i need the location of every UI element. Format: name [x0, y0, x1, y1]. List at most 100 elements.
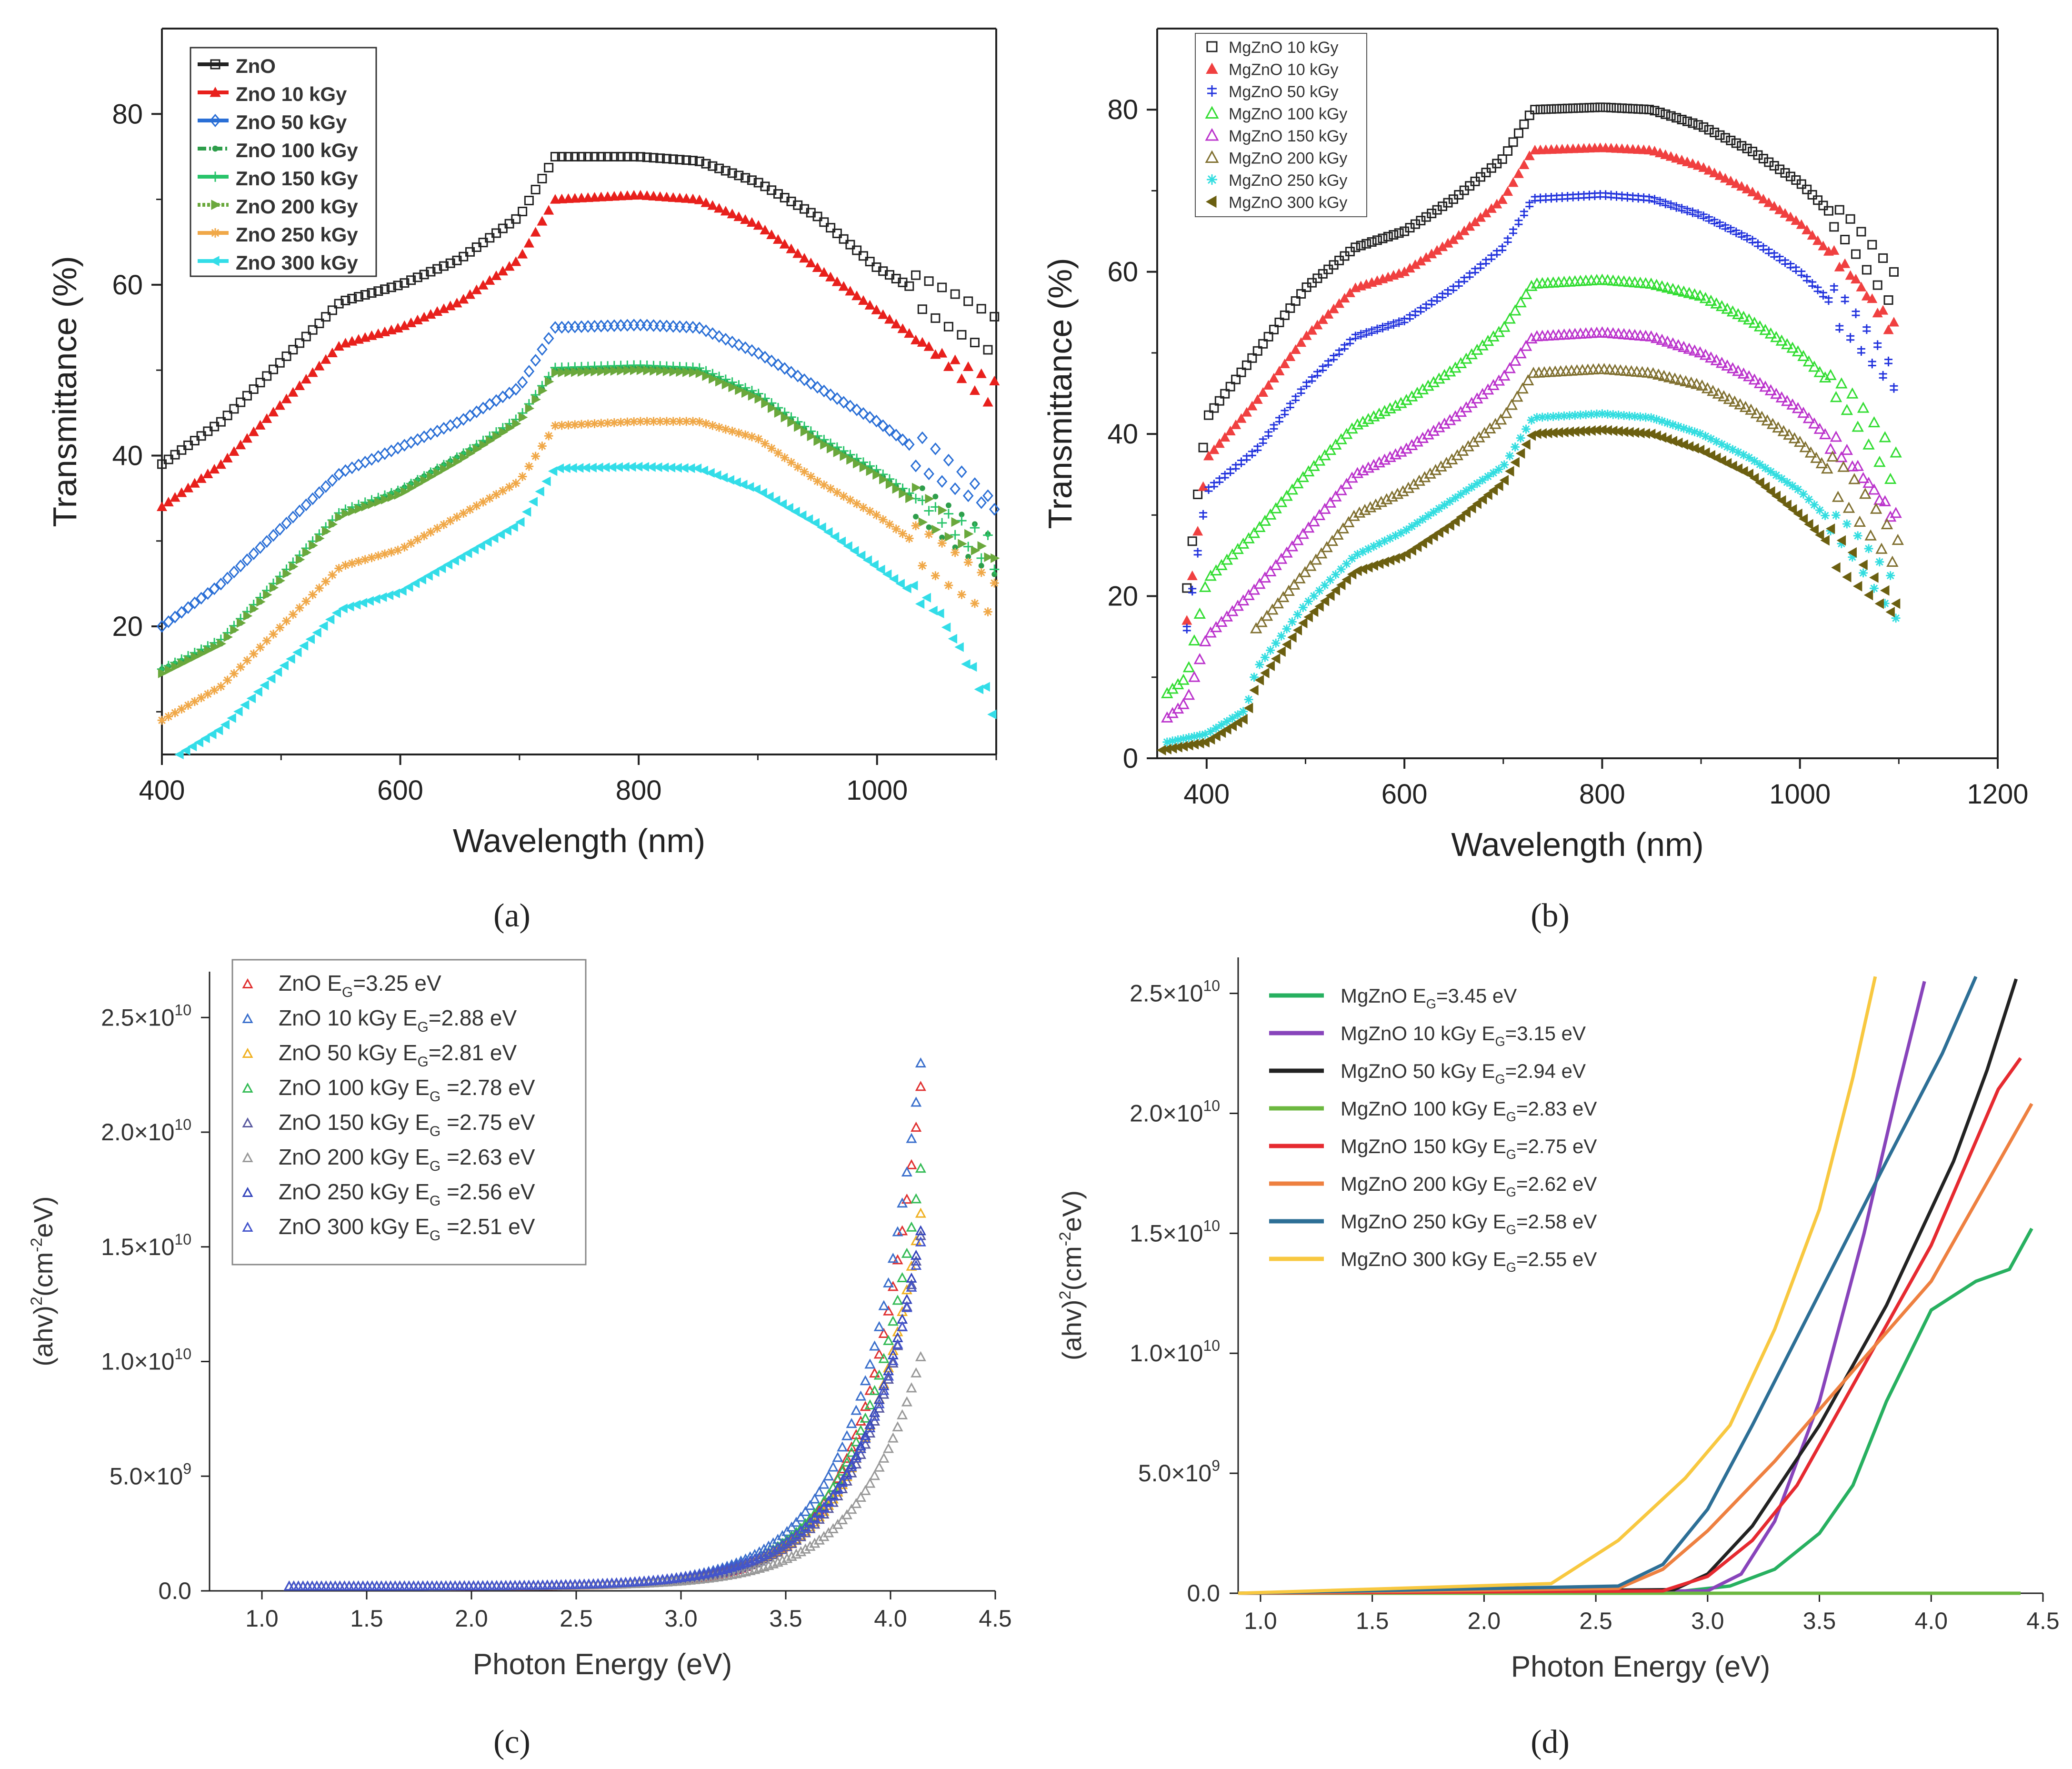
data-point	[1576, 410, 1585, 420]
data-point	[1253, 521, 1266, 533]
data-point	[1238, 714, 1248, 725]
legend-label: ZnO 300 kGy EG =2.51 eV	[279, 1214, 535, 1244]
data-point	[855, 1425, 867, 1435]
data-point	[1780, 208, 1791, 218]
data-point	[1336, 564, 1346, 574]
data-point	[1331, 585, 1340, 596]
data-point	[1231, 374, 1241, 384]
data-point	[1192, 526, 1203, 536]
data-point	[255, 420, 266, 430]
data-point	[818, 1502, 830, 1513]
data-point	[1888, 317, 1900, 327]
data-point	[1715, 130, 1725, 140]
data-point	[236, 663, 245, 672]
data-point	[1699, 349, 1712, 360]
legend-label: ZnO 200 kGy EG =2.63 eV	[279, 1145, 535, 1174]
data-point	[295, 603, 304, 613]
data-point	[1351, 418, 1364, 430]
data-point	[1309, 591, 1319, 601]
data-point	[222, 572, 233, 585]
data-point	[216, 682, 226, 691]
data-point	[906, 1221, 917, 1232]
data-point	[1722, 442, 1732, 452]
data-point	[1253, 443, 1262, 453]
data-point	[1317, 314, 1328, 324]
data-point	[826, 223, 836, 233]
data-point	[511, 214, 521, 224]
data-point	[1514, 217, 1523, 228]
data-point	[207, 729, 217, 739]
y-tick-label: 1.0×1010	[1130, 1337, 1220, 1367]
data-point	[1623, 276, 1636, 287]
series-a-3	[159, 365, 998, 672]
data-point	[1580, 191, 1588, 201]
data-point	[1389, 319, 1398, 329]
legend-label: MgZnO 150 kGy	[1229, 127, 1347, 145]
data-point	[361, 502, 371, 512]
data-point	[582, 192, 593, 202]
data-point	[541, 476, 551, 486]
data-point	[1372, 235, 1382, 245]
data-point	[1543, 412, 1552, 422]
data-point	[1248, 583, 1261, 595]
data-point	[1685, 376, 1698, 388]
legend-label: ZnO 50 kGy EG=2.81 eV	[279, 1040, 517, 1070]
data-point	[261, 413, 272, 423]
data-point	[1541, 193, 1550, 203]
data-point	[839, 492, 848, 501]
data-point	[1271, 638, 1281, 648]
data-point	[871, 414, 882, 428]
data-point	[1649, 146, 1660, 156]
data-point	[1645, 193, 1653, 204]
data-point	[977, 568, 986, 577]
legend-label-subscript: G	[430, 1193, 440, 1209]
data-point	[223, 675, 232, 685]
x-tick-label: 3.0	[664, 1605, 698, 1632]
data-point	[772, 234, 784, 244]
data-point	[820, 440, 830, 450]
data-point	[951, 548, 960, 557]
data-point	[1227, 721, 1237, 732]
data-point	[243, 611, 253, 621]
data-point	[1378, 453, 1391, 465]
data-point	[321, 312, 331, 322]
data-point	[701, 324, 711, 337]
data-point	[878, 1300, 890, 1310]
data-point	[1744, 469, 1753, 480]
data-point	[636, 417, 645, 426]
y-tick-label: 0.0	[158, 1578, 191, 1604]
data-point	[1454, 279, 1463, 289]
data-point	[939, 534, 945, 541]
y-axis-label-part: -2	[1056, 1232, 1074, 1246]
data-point	[786, 1550, 797, 1561]
data-point	[675, 417, 684, 426]
data-point	[1341, 574, 1351, 585]
data-point	[1315, 547, 1328, 559]
data-point	[1677, 285, 1690, 297]
data-point	[1433, 294, 1441, 304]
data-point	[943, 509, 954, 519]
data-point	[1769, 201, 1780, 211]
data-point	[727, 168, 737, 178]
data-point	[504, 386, 515, 400]
data-point	[851, 403, 862, 416]
data-point	[301, 597, 311, 606]
legend-marker	[242, 1082, 253, 1093]
data-point	[810, 518, 820, 528]
data-point	[1301, 330, 1312, 340]
data-point	[1217, 720, 1226, 730]
data-point	[1236, 413, 1247, 423]
data-point	[1699, 211, 1708, 221]
data-point	[196, 592, 207, 605]
data-point	[1661, 109, 1671, 119]
data-point	[1824, 442, 1837, 454]
data-point	[753, 347, 764, 360]
data-point	[1199, 510, 1208, 520]
data-point	[937, 282, 947, 292]
data-point	[1335, 347, 1343, 357]
data-point	[852, 245, 862, 255]
data-point	[970, 338, 980, 348]
data-point	[282, 569, 292, 579]
data-point	[558, 367, 567, 378]
data-point	[1792, 402, 1804, 413]
